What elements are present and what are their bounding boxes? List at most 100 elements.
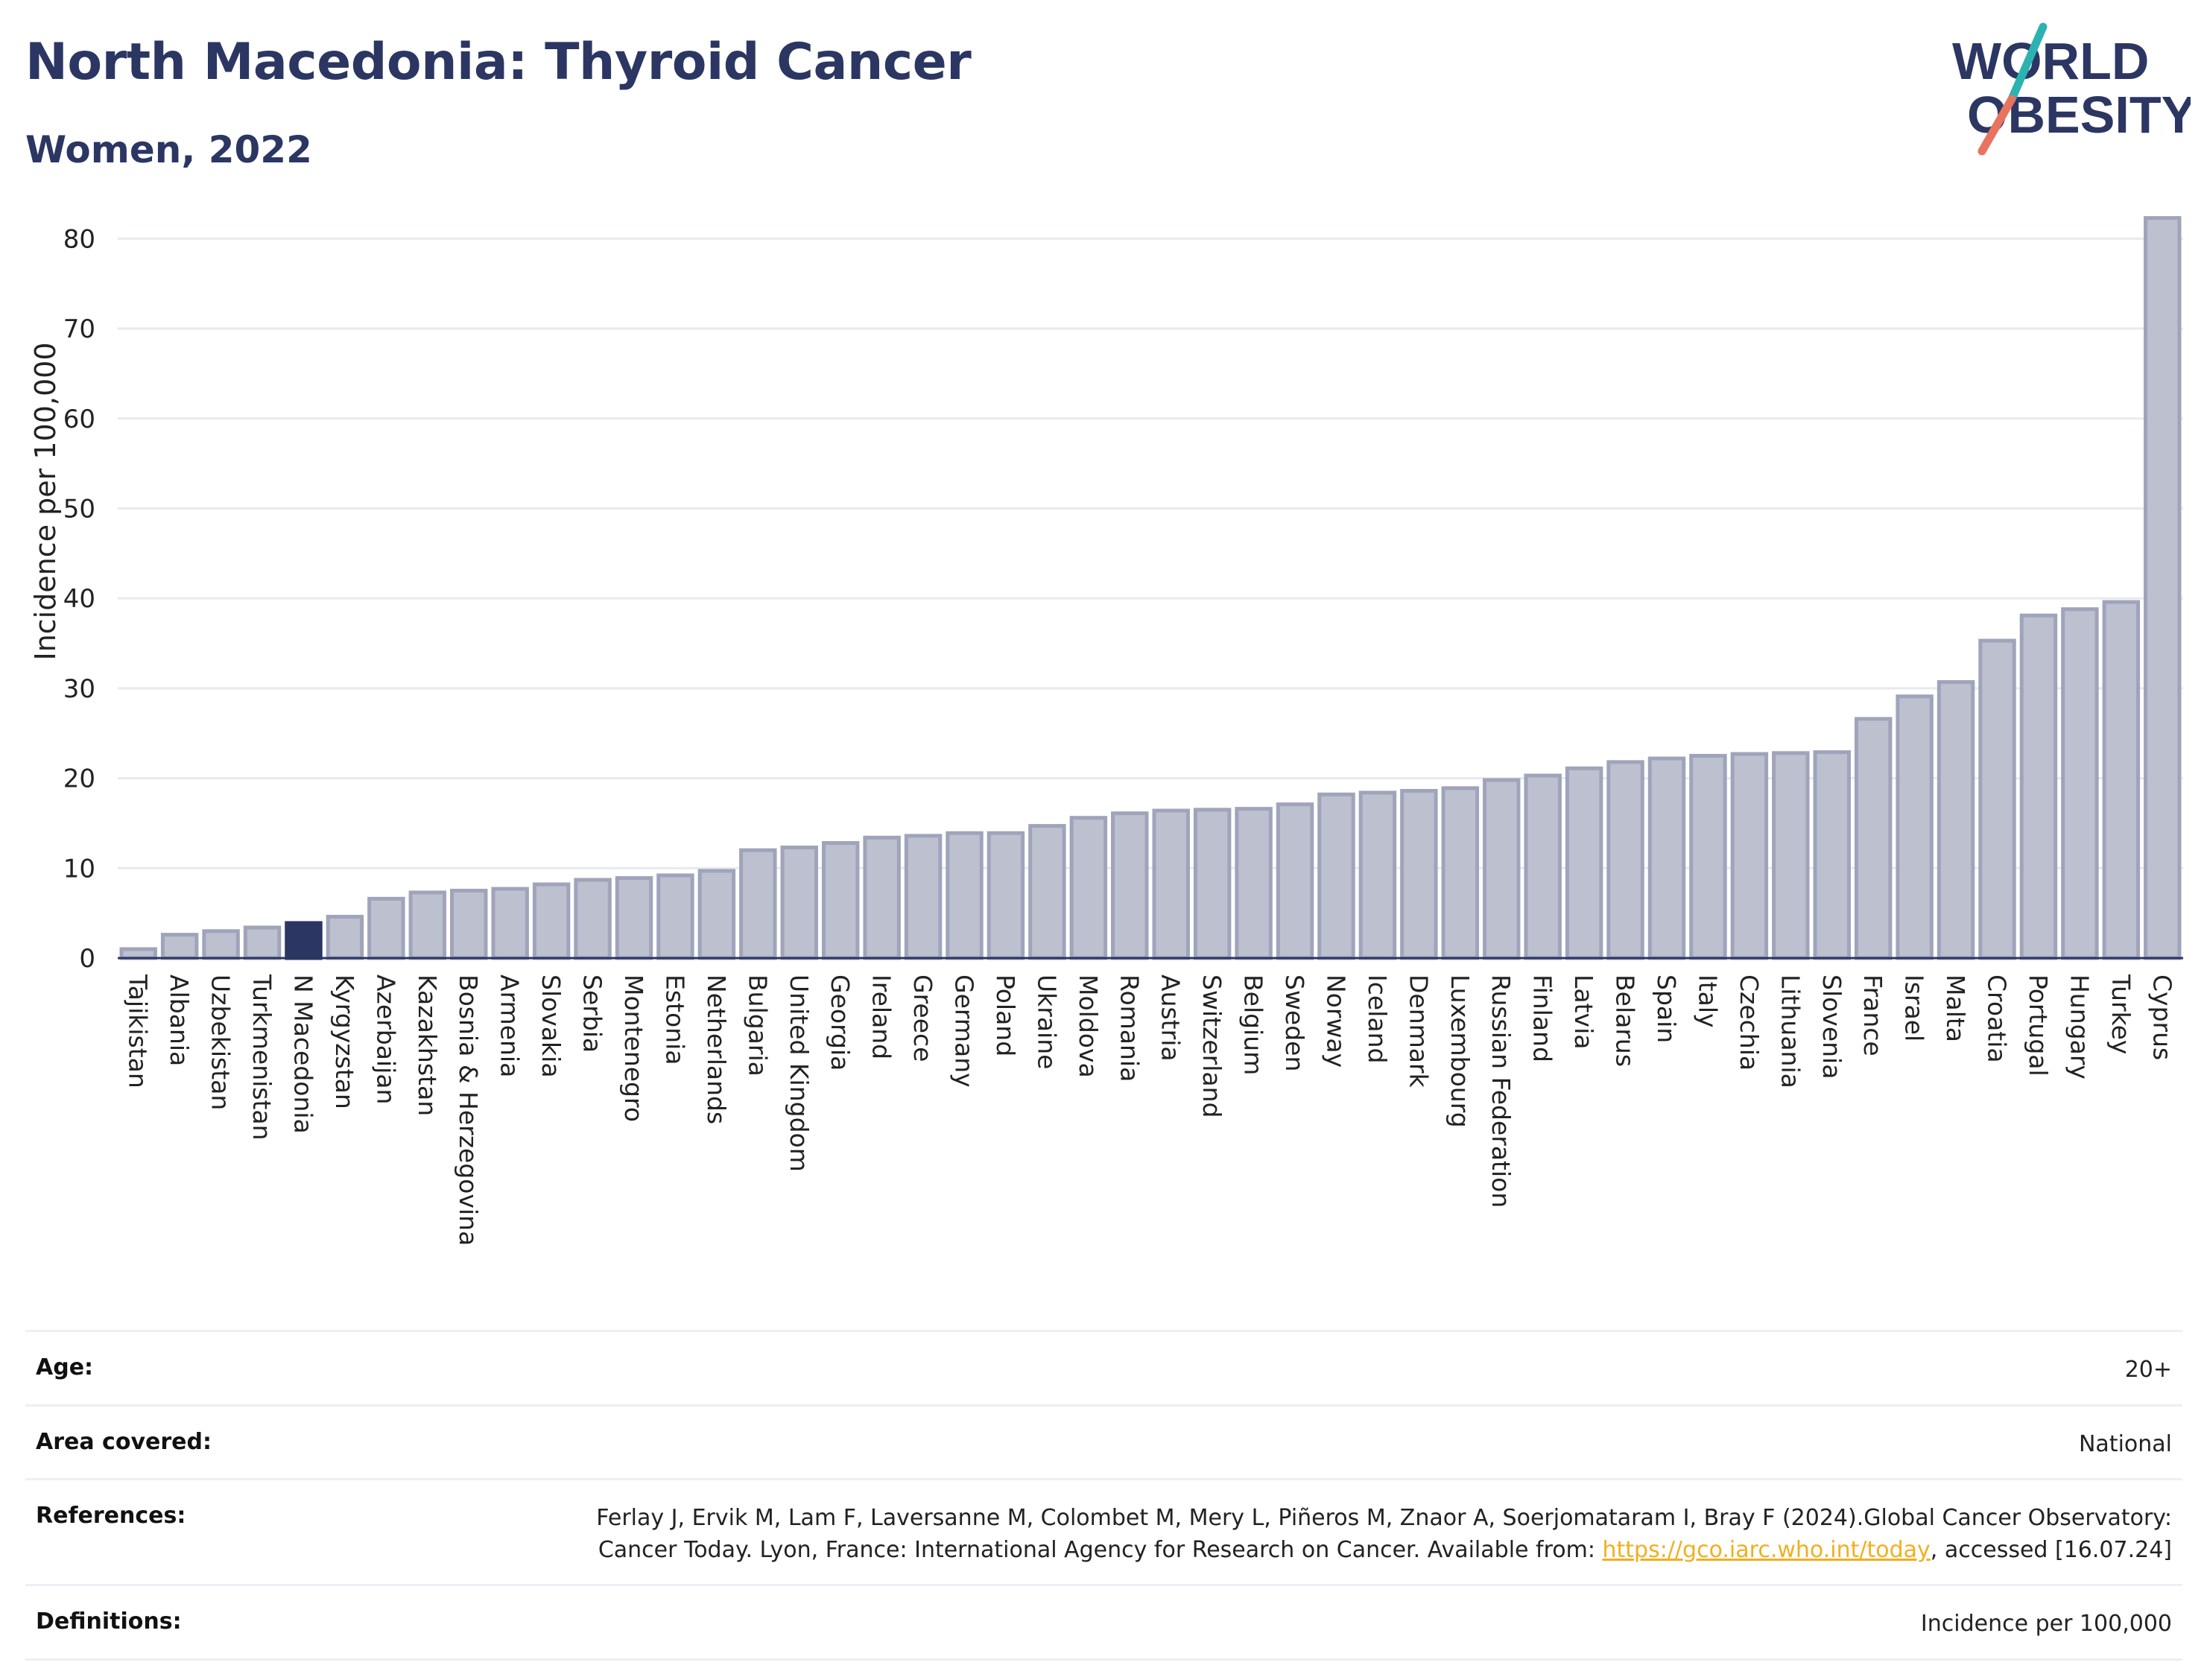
x-tick-label: Germany (950, 974, 979, 1088)
x-tick-label: Turkmenistan (247, 974, 276, 1141)
x-tick-label: Portugal (2024, 974, 2053, 1077)
x-tick-label: Azerbaijan (371, 974, 400, 1104)
x-tick-label: Romania (1115, 974, 1144, 1082)
x-tick-label: Latvia (1569, 974, 1598, 1049)
y-tick-label: 80 (63, 224, 95, 254)
bar-turkmenistan (243, 925, 282, 960)
x-tick-label: Belgium (1239, 974, 1268, 1075)
y-tick-label: 0 (79, 944, 95, 974)
chart-title: North Macedonia: Thyroid Cancer (25, 33, 972, 92)
bar-slovenia (1813, 750, 1851, 960)
bar-italy (1689, 753, 1727, 960)
bar-georgia (821, 840, 860, 960)
area-value: National (2078, 1430, 2172, 1457)
bar-ireland (863, 835, 901, 960)
y-tick-label: 50 (63, 494, 95, 524)
x-tick-label: France (1858, 974, 1887, 1056)
x-tick-label: Albania (165, 974, 194, 1066)
bar-serbia (574, 878, 612, 960)
bar-netherlands (697, 869, 736, 960)
x-tick-label: Luxembourg (1445, 974, 1475, 1128)
bar-albania (160, 933, 199, 960)
bar-romania (1111, 811, 1149, 960)
bar-moldova (1069, 816, 1108, 960)
bar-kazakhstan (408, 890, 447, 960)
bar-united-kingdom (780, 846, 818, 960)
x-tick-label: Hungary (2065, 974, 2094, 1080)
meta-row-area: Area covered: National (25, 1404, 2182, 1479)
x-tick-label: Italy (1693, 974, 1722, 1028)
references-link[interactable]: https://gco.iarc.who.int/today (1602, 1536, 1931, 1563)
x-tick-label: Spain (1652, 974, 1681, 1043)
references-suffix: , accessed [16.07.24] (1930, 1536, 2172, 1563)
references-label: References: (36, 1503, 186, 1530)
bar-bulgaria (739, 848, 777, 960)
bar-israel (1896, 694, 1934, 960)
meta-row-age: Age: 20+ (25, 1330, 2182, 1404)
y-tick-label: 30 (63, 674, 95, 704)
bar-greece (904, 834, 943, 960)
x-tick-label: Slovakia (536, 974, 566, 1078)
y-tick-label: 10 (63, 854, 95, 884)
x-tick-label: Netherlands (702, 974, 731, 1124)
bar-russian-federation (1483, 778, 1521, 960)
x-tick-label: Belarus (1611, 974, 1640, 1067)
x-tick-label: Lithuania (1776, 974, 1805, 1088)
bar-ukraine (1028, 824, 1066, 960)
bar-turkey (2102, 600, 2141, 960)
y-axis-ticks: 0 10 20 30 40 50 60 70 80 (63, 224, 95, 974)
bar-iceland (1358, 790, 1397, 960)
bar-spain (1647, 756, 1686, 960)
y-tick-label: 40 (63, 584, 95, 614)
bar-montenegro (615, 876, 653, 960)
world-obesity-logo: WORLD OBESITY (1952, 22, 2191, 156)
y-axis-label: Incidence per 100,000 (29, 342, 62, 660)
x-tick-label: Cyprus (2147, 974, 2176, 1060)
x-tick-label: Ireland (867, 974, 896, 1059)
bar-uzbekistan (202, 929, 240, 960)
age-value: 20+ (2124, 1357, 2172, 1383)
y-tick-label: 20 (63, 764, 95, 794)
x-tick-label: Czechia (1735, 974, 1764, 1071)
x-tick-label: United Kingdom (785, 974, 814, 1172)
x-tick-label: Bosnia & Herzegovina (454, 974, 483, 1246)
x-tick-label: N Macedonia (288, 974, 317, 1134)
bar-norway (1317, 792, 1355, 960)
x-tick-label: Kazakhstan (413, 974, 442, 1116)
bar-malta (1937, 679, 1975, 960)
bar-tajikistan (119, 947, 157, 960)
x-tick-label: Kyrgyzstan (330, 974, 359, 1109)
bar-latvia (1565, 766, 1603, 960)
x-tick-label: Malta (1941, 974, 1970, 1042)
definitions-label: Definitions: (36, 1608, 182, 1635)
bar-luxembourg (1441, 786, 1480, 960)
x-tick-label: Slovenia (1817, 974, 1846, 1079)
x-tick-label: Bulgaria (743, 974, 772, 1077)
x-tick-label: Austria (1156, 974, 1185, 1062)
bar-poland (987, 831, 1025, 960)
x-tick-label: Tajikistan (124, 974, 153, 1088)
x-tick-label: Ukraine (1032, 974, 1061, 1069)
x-tick-label: Moldova (1074, 974, 1103, 1078)
bar-croatia (1978, 638, 2016, 960)
x-axis-ticks: Tajikistan Albania Uzbekistan Turkmenistan N… (124, 974, 2177, 1246)
metadata-table: Age: 20+ Area covered: National Referenc… (25, 1330, 2182, 1661)
logo-slash-coral (1977, 95, 2016, 156)
x-tick-label: Turkey (2106, 974, 2135, 1054)
bar-cyprus (2144, 216, 2182, 960)
meta-row-references: References: Ferlay J, Ervik M, Lam F, La… (25, 1478, 2182, 1584)
bar-sweden (1276, 802, 1314, 960)
y-tick-label: 70 (63, 314, 95, 344)
references-value: Ferlay J, Ervik M, Lam F, Laversanne M, … (548, 1503, 2172, 1566)
bars (119, 216, 2182, 960)
x-tick-label: Norway (1321, 974, 1350, 1068)
logo-slash-teal (2007, 22, 2048, 104)
x-tick-label: Denmark (1404, 974, 1433, 1088)
x-tick-label: Israel (1900, 974, 1929, 1042)
bar-hungary (2061, 607, 2099, 960)
x-tick-label: Montenegro (619, 974, 648, 1122)
bar-germany (946, 831, 984, 960)
x-tick-label: Croatia (1983, 974, 2012, 1063)
y-tick-label: 60 (63, 405, 95, 434)
bar-slovakia (532, 882, 571, 960)
